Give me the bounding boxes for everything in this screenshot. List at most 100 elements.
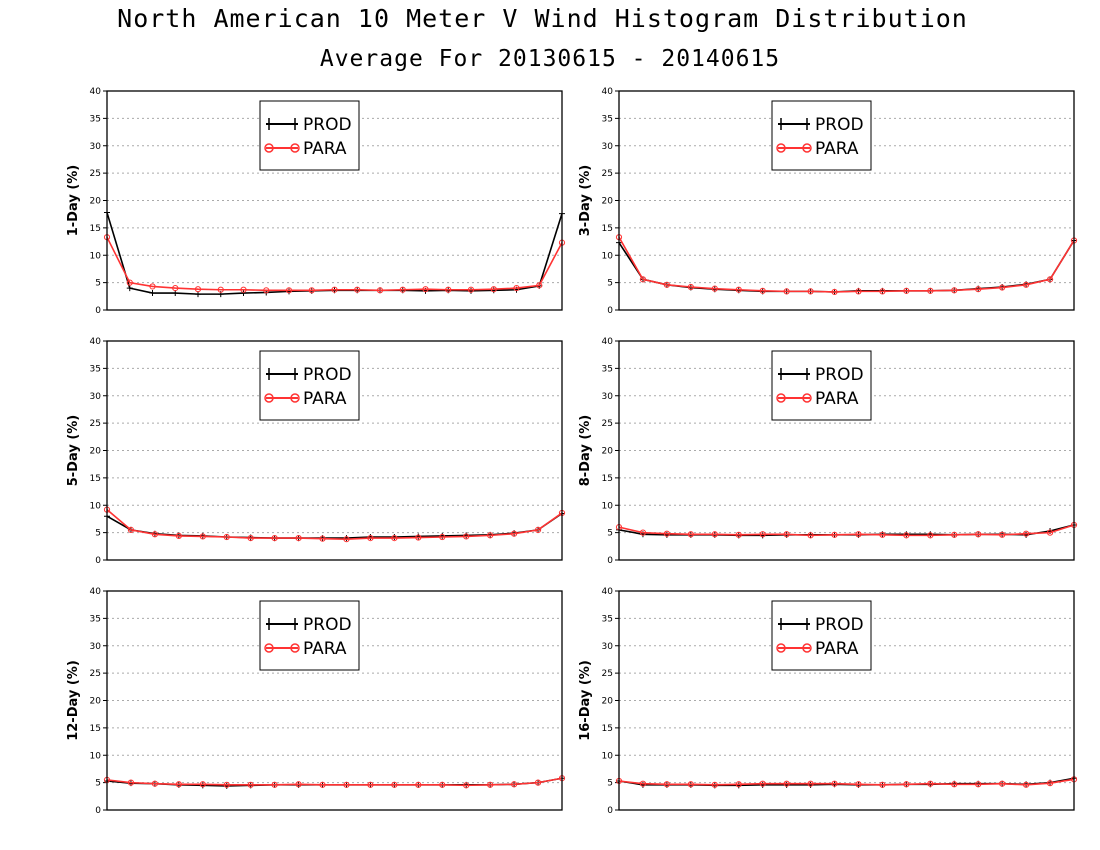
data-point-para: [975, 531, 982, 538]
data-point-para: [999, 284, 1006, 291]
y-tick-label: 10: [90, 501, 102, 511]
legend-label: PARA: [815, 139, 859, 159]
y-tick-label: 15: [602, 474, 613, 484]
data-point-para: [467, 286, 475, 293]
data-point-para: [175, 532, 182, 540]
legend-marker: [776, 143, 786, 153]
data-point-para: [687, 781, 694, 788]
data-point-para: [879, 531, 886, 538]
y-tick-label: 20: [90, 697, 102, 707]
data-point-para: [127, 526, 135, 533]
y-tick-label: 5: [607, 279, 613, 289]
plot-frame: [618, 590, 1075, 811]
data-point-para: [1023, 281, 1030, 288]
y-tick-label: 20: [602, 197, 614, 207]
y-tick-label: 0: [95, 306, 101, 316]
data-point-para: [534, 779, 542, 786]
data-point-para: [127, 779, 135, 786]
data-point-prod: [149, 290, 156, 297]
data-point-para: [831, 288, 838, 296]
y-tick-label: 30: [602, 392, 614, 402]
data-point-para: [247, 535, 254, 542]
data-point-para: [855, 531, 862, 538]
y-tick-label: 35: [90, 114, 101, 124]
plot-frame: [106, 340, 563, 561]
y-axis-label: 8-Day (%): [578, 415, 593, 487]
legend: PROD PARA: [771, 100, 872, 171]
data-point-para: [415, 781, 422, 788]
y-tick-label: 10: [90, 751, 102, 761]
y-tick-label: 35: [602, 114, 613, 124]
data-point-para: [415, 534, 422, 541]
y-tick-label: 15: [602, 224, 613, 234]
data-point-para: [735, 531, 742, 538]
y-axis-label: 1-Day (%): [66, 165, 81, 237]
legend-marker: [802, 143, 812, 153]
data-point-para: [879, 781, 886, 788]
series-line-para: [618, 778, 1075, 786]
data-point-para: [807, 780, 814, 787]
legend-box: [771, 100, 872, 171]
y-tick-label: 30: [602, 142, 614, 152]
data-point-para: [1046, 276, 1054, 283]
chart-panel: 0 5 10 15 20 25 30 35 40 12-Day (%) PROD PARA: [66, 587, 566, 816]
y-tick-label: 15: [602, 724, 613, 734]
y-tick-label: 30: [90, 392, 102, 402]
y-tick-label: 10: [602, 501, 614, 511]
legend-label: PROD: [303, 365, 352, 385]
legend-box: [259, 350, 360, 421]
legend-label: PARA: [815, 639, 859, 659]
legend-label: PROD: [815, 365, 864, 385]
data-point-para: [759, 287, 766, 294]
legend: PROD PARA: [259, 350, 360, 421]
y-tick-label: 10: [602, 751, 614, 761]
series-line-prod: [106, 212, 563, 295]
data-point-para: [223, 781, 230, 788]
legend: PROD PARA: [259, 100, 360, 171]
data-point-para: [487, 532, 494, 539]
legend-box: [771, 350, 872, 421]
data-point-para: [175, 781, 182, 788]
data-point-para: [951, 781, 958, 788]
plot-frame: [618, 90, 1075, 311]
y-axis-label: 3-Day (%): [578, 165, 593, 237]
plot-frame: [106, 90, 563, 311]
legend-marker: [268, 618, 296, 630]
y-tick-label: 25: [90, 169, 101, 179]
y-tick-label: 35: [602, 364, 613, 374]
legend-marker: [290, 393, 300, 403]
data-point-para: [1023, 781, 1030, 788]
data-point-para: [687, 531, 694, 538]
data-point-para: [223, 533, 230, 541]
chart-subtitle: Average For 20130615 - 20140615: [319, 46, 781, 72]
data-point-para: [247, 781, 254, 788]
data-point-para: [367, 781, 374, 788]
legend-marker: [264, 643, 274, 653]
data-point-para: [295, 781, 302, 788]
plot-frame: [618, 340, 1075, 561]
data-point-para: [663, 781, 670, 788]
series-line-para: [106, 236, 563, 292]
chart-panel: 0 5 10 15 20 25 30 35 40 16-Day (%) PROD PARA: [578, 587, 1078, 816]
data-point-para: [391, 535, 398, 542]
data-point-para: [445, 286, 452, 293]
y-tick-label: 15: [90, 724, 101, 734]
data-point-para: [354, 286, 361, 293]
y-tick-label: 15: [90, 224, 101, 234]
data-point-para: [319, 535, 326, 542]
y-tick-label: 5: [607, 529, 613, 539]
legend-box: [259, 100, 360, 171]
legend-label: PROD: [815, 615, 864, 635]
y-tick-label: 25: [602, 669, 613, 679]
data-point-para: [663, 530, 670, 537]
y-tick-label: 35: [602, 614, 613, 624]
data-point-para: [217, 286, 224, 293]
chart-panel: 0 5 10 15 20 25 30 35 40 5-Day (%) PROD PARA: [66, 337, 566, 566]
data-point-para: [536, 282, 543, 289]
data-point-para: [927, 780, 934, 787]
legend: PROD PARA: [771, 350, 872, 421]
y-tick-label: 35: [90, 364, 101, 374]
data-point-para: [807, 532, 814, 539]
series-line-para: [618, 524, 1075, 537]
